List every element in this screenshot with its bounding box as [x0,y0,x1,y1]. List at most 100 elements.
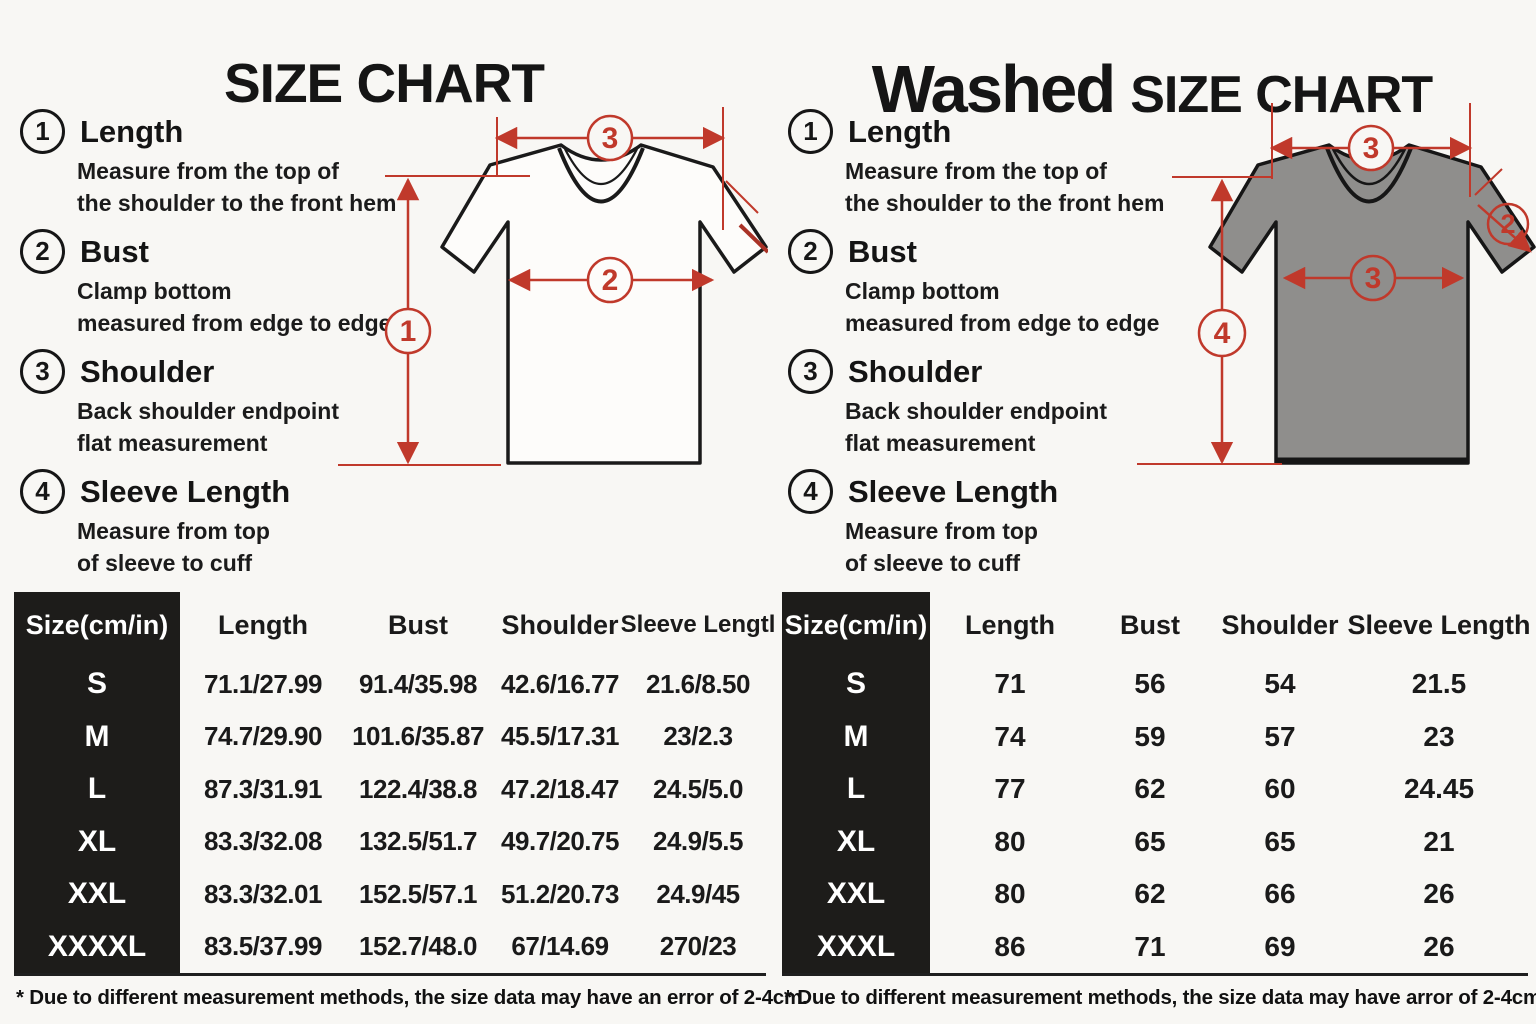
measure-circle-length [1197,308,1247,358]
col-header-shoulder: Shoulder [1221,609,1339,640]
circled-number-3: 3 [20,349,65,394]
size-cell: XXL [14,868,180,921]
panel-size-chart: SIZE CHART 1 Length Measure from the top… [14,51,808,1009]
col-header-length: Length [218,609,308,640]
instruction-description: Measure from top of sleeve to cuff [77,518,270,576]
length-cell: 74.7/29.90 [204,721,322,752]
measure-label-bust: 2 [602,264,619,297]
circled-number-1: 1 [20,109,65,154]
shoulder-cell: 47.2/18.47 [501,773,619,804]
instruction-description: Measure from top of sleeve to cuff [845,518,1038,576]
bust-cell: 91.4/35.98 [359,668,477,699]
measure-label-bust: 3 [1365,262,1382,295]
tshirt-diagram-washed: 3 4 3 2 [1137,103,1536,465]
measure-label-shoulder: 3 [1363,132,1380,165]
collar-outer-line [1325,147,1413,204]
size-cell: M [782,710,930,763]
bust-cell: 122.4/38.8 [359,773,477,804]
shoulder-cell: 45.5/17.31 [501,721,619,752]
bust-cell: 101.6/35.87 [352,721,484,752]
instruction-label: Sleeve Length [80,473,291,509]
circled-number-3: 3 [788,349,833,394]
sleeve-measure-line [1477,204,1532,253]
sleeve-cell: 21 [1423,825,1455,857]
shoulder-cell: 67/14.69 [511,931,609,962]
sleeve-cell: 26 [1423,878,1455,910]
size-cell: XXXL [782,920,930,973]
size-cell: L [14,763,180,816]
size-cell: XL [14,815,180,868]
sleeve-cell: 23/2.3 [663,721,733,752]
size-cell: S [14,658,180,711]
left-footnote: * Due to different measurement methods, … [16,986,808,1009]
instruction-bust: 2 Bust Clamp bottom measured from edge t… [788,228,1218,339]
col-header-bust: Bust [388,609,448,640]
bust-cell: 71 [1134,930,1166,962]
size-table-washed: Size(cm/in) Length Bust Shoulder Sleeve … [782,592,1531,976]
measure-circle-bust [586,256,634,304]
instruction-label: Shoulder [80,353,215,389]
length-cell: 83.5/37.99 [204,931,322,962]
instruction-description: Back shoulder endpoint flat measurement [845,398,1107,456]
instruction-sleeve-length: 4 Sleeve Length Measure from top of slee… [788,468,1218,579]
circled-number-1: 1 [788,109,833,154]
sleeve-cell: 24.45 [1403,773,1475,805]
instruction-length: 1 Length Measure from the top of the sho… [788,108,1218,219]
length-cell: 83.3/32.01 [204,878,322,909]
right-footnote: * Due to different measurement methods, … [784,986,1536,1009]
measure-circle-length [384,307,432,355]
length-cell: 87.3/31.91 [204,773,322,804]
shoulder-cell: 49.7/20.75 [501,826,619,857]
bust-cell: 59 [1134,720,1166,752]
sleeve-cell: 26 [1423,930,1455,962]
left-instructions: 1 Length Measure from the top of the sho… [20,108,450,588]
instruction-label: Bust [80,233,149,269]
tshirt-outline [440,143,768,465]
collar-inner-line [564,148,638,186]
instruction-description: Clamp bottom measured from edge to edge [845,278,1160,336]
sleeve-cell: 24.9/45 [656,878,740,909]
instruction-shoulder: 3 Shoulder Back shoulder endpoint flat m… [20,348,450,459]
length-cell: 80 [994,878,1026,910]
length-cell: 86 [994,930,1026,962]
length-cell: 71 [994,668,1026,700]
collar-inner-line [1331,148,1407,186]
sleeve-cell: 23 [1423,720,1455,752]
instruction-bust: 2 Bust Clamp bottom measured from edge t… [20,228,450,339]
sleeve-cell: 21.6/8.50 [646,668,750,699]
bust-cell: 132.5/51.7 [359,826,477,857]
circled-number-4: 4 [20,469,65,514]
bust-cell: 152.7/48.0 [359,931,477,962]
measure-label-length: 4 [1214,317,1231,350]
shoulder-cell: 42.6/16.77 [501,668,619,699]
sleeve-cell: 21.5 [1411,668,1467,700]
instruction-label: Bust [848,233,917,269]
col-header-bust: Bust [1120,609,1180,640]
right-title-rest: SIZE CHART [1130,65,1433,124]
shoulder-cell: 54 [1264,668,1296,700]
instruction-description: Measure from the top of the shoulder to … [77,158,397,216]
collar-outer-line [557,147,645,204]
left-title: SIZE CHART [224,51,545,114]
panel-washed-size-chart: Washed SIZE CHART 1 Length Measure from t… [768,0,1536,1024]
measure-label-shoulder: 3 [602,122,619,155]
tshirt-outline [1208,143,1536,465]
measure-circle-bust [1349,254,1397,302]
right-title: Washed SIZE CHART [768,51,1536,128]
instruction-label: Length [80,113,184,149]
instruction-description: Back shoulder endpoint flat measurement [77,398,339,456]
length-cell: 80 [994,825,1026,857]
measure-circle-sleeve [1486,202,1530,246]
instruction-label: Shoulder [848,353,983,389]
length-cell: 83.3/32.08 [204,826,322,857]
right-instructions: 1 Length Measure from the top of the sho… [788,108,1218,588]
measure-label-length: 1 [400,315,417,348]
instruction-length: 1 Length Measure from the top of the sho… [20,108,450,219]
measure-label-sleeve: 2 [1500,209,1515,239]
measure-circle-shoulder [1347,124,1395,172]
instruction-sleeve-length: 4 Sleeve Length Measure from top of slee… [20,468,450,579]
instruction-shoulder: 3 Shoulder Back shoulder endpoint flat m… [788,348,1218,459]
length-cell: 74 [994,720,1026,752]
size-cell: M [14,710,180,763]
shoulder-cell: 60 [1264,773,1296,805]
